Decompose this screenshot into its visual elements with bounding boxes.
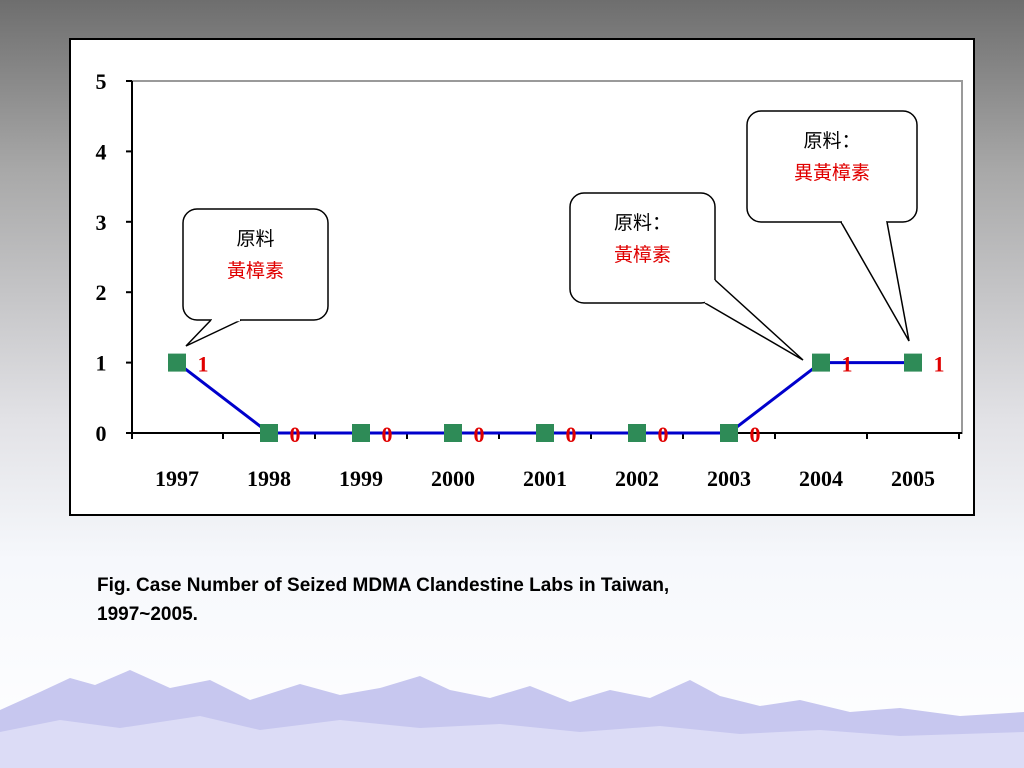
- y-tick-label: 2: [96, 280, 107, 305]
- data-label: 0: [566, 422, 577, 447]
- data-point-marker: [352, 424, 370, 442]
- callout-box: [182, 208, 329, 321]
- series-line: [176, 361, 913, 435]
- data-label: 1: [842, 352, 853, 377]
- callout-line-2: 異黃樟素: [794, 162, 870, 184]
- y-tick-label: 3: [96, 210, 107, 235]
- chart-frame: 0 1 2 3 4 5 1997 1998 1999 2000 2001 2002 2003 2004 2…: [69, 38, 975, 516]
- callout-line-1: 原料：: [614, 212, 671, 234]
- data-point-marker: [720, 424, 738, 442]
- x-tick-label: 1998: [247, 466, 291, 491]
- data-label: 1: [934, 352, 945, 377]
- callout-line-1: 原料：: [803, 130, 860, 152]
- data-point-marker: [628, 424, 646, 442]
- x-tick-label: 1999: [339, 466, 383, 491]
- y-tick-label: 4: [96, 139, 107, 164]
- data-point-marker: [812, 353, 830, 372]
- data-label: 1: [198, 352, 209, 377]
- caption-line-1: Fig. Case Number of Seized MDMA Clandest…: [97, 575, 670, 596]
- caption-line-2: 1997~2005.: [97, 604, 198, 625]
- callout-bubble: 原料： 黃樟素: [569, 192, 804, 361]
- data-label: 0: [382, 422, 393, 447]
- callout-line-2: 黃樟素: [614, 244, 671, 266]
- data-label: 0: [290, 422, 301, 447]
- data-label: 0: [474, 422, 485, 447]
- y-tick-label: 0: [96, 421, 107, 446]
- data-point-marker: [260, 424, 278, 442]
- x-tick-label: 2000: [431, 466, 475, 491]
- data-point-marker: [444, 424, 462, 442]
- x-tick-label: 1997: [155, 466, 199, 491]
- x-tick-label: 2003: [707, 466, 751, 491]
- callout-pointer: [185, 319, 242, 347]
- mountain-decoration: [0, 670, 1024, 768]
- data-point-marker: [536, 424, 554, 442]
- callout-line-2: 黃樟素: [227, 260, 284, 282]
- callout-bubble: 原料： 異黃樟素: [746, 110, 918, 342]
- x-tick-label: 2001: [523, 466, 567, 491]
- x-tick-label: 2005: [891, 466, 935, 491]
- y-tick-label: 1: [96, 351, 107, 376]
- x-tick-label: 2002: [615, 466, 659, 491]
- data-label: 0: [750, 422, 761, 447]
- callout-line-1: 原料: [236, 228, 274, 250]
- callout-box: [746, 110, 918, 223]
- y-tick-label: 5: [96, 69, 107, 94]
- callout-box: [569, 192, 716, 304]
- data-point-marker: [904, 353, 922, 372]
- figure-caption: Fig. Case Number of Seized MDMA Clandest…: [97, 571, 917, 629]
- callout-pointer-join: [704, 279, 716, 304]
- data-point-marker: [168, 353, 186, 372]
- line-chart: 0 1 2 3 4 5 1997 1998 1999 2000 2001 2002 2003 2004 2…: [96, 69, 963, 491]
- callout-pointer: [840, 221, 910, 342]
- callout-pointer: [704, 279, 804, 361]
- x-tick-label: 2004: [799, 466, 843, 491]
- data-label: 0: [658, 422, 669, 447]
